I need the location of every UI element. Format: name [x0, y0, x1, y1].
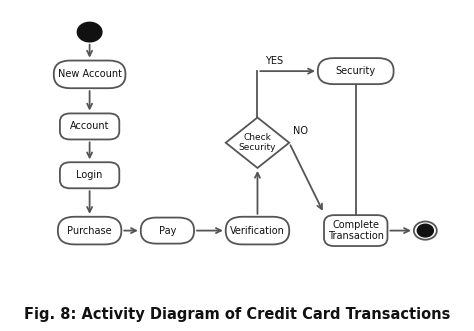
FancyBboxPatch shape [324, 215, 387, 246]
Text: Account: Account [70, 121, 109, 131]
Polygon shape [226, 118, 289, 168]
Text: Pay: Pay [159, 226, 176, 236]
Text: Login: Login [76, 170, 103, 180]
Text: Security: Security [336, 66, 376, 76]
Text: New Account: New Account [58, 70, 122, 79]
FancyBboxPatch shape [54, 61, 126, 88]
FancyBboxPatch shape [58, 217, 121, 244]
Text: Verification: Verification [230, 226, 285, 236]
Text: NO: NO [293, 126, 308, 136]
FancyBboxPatch shape [318, 58, 393, 84]
Text: Fig. 8: Activity Diagram of Credit Card Transactions: Fig. 8: Activity Diagram of Credit Card … [24, 307, 450, 322]
Circle shape [417, 224, 433, 237]
FancyBboxPatch shape [60, 162, 119, 188]
FancyBboxPatch shape [226, 217, 289, 244]
Text: Check
Security: Check Security [239, 133, 276, 152]
FancyBboxPatch shape [60, 114, 119, 139]
Text: Complete
Transaction: Complete Transaction [328, 220, 384, 241]
FancyBboxPatch shape [141, 217, 194, 244]
Text: Purchase: Purchase [67, 226, 112, 236]
Circle shape [77, 22, 102, 42]
Text: YES: YES [265, 56, 283, 66]
